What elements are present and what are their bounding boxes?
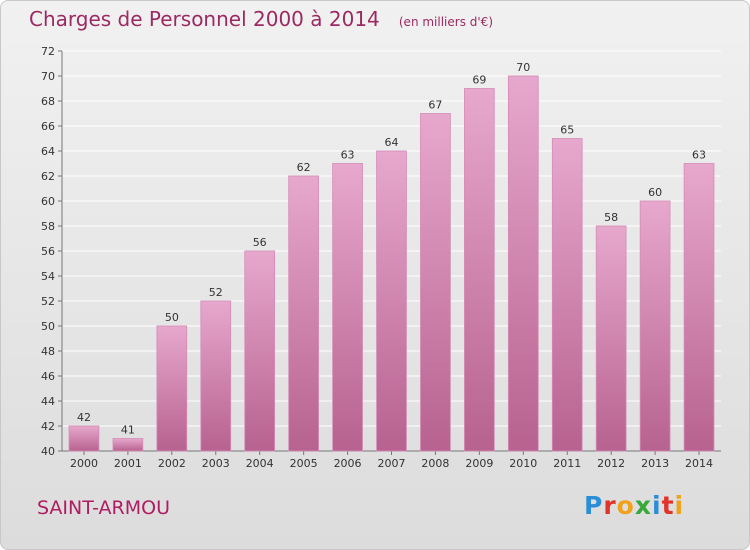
bar-2004 [244, 250, 276, 452]
x-tick-label: 2009 [465, 457, 493, 470]
y-tick-label: 68 [41, 95, 55, 108]
y-tick-label: 70 [41, 70, 55, 83]
data-label: 60 [648, 186, 662, 199]
bar-2010 [507, 75, 539, 452]
y-tick-label: 50 [41, 320, 55, 333]
data-label: 63 [692, 149, 706, 162]
bar-2007 [376, 150, 407, 452]
x-tick-label: 2001 [114, 457, 142, 470]
y-tick-label: 72 [41, 45, 55, 58]
bar-2008 [420, 113, 451, 452]
logo-letter: i [652, 491, 662, 520]
x-tick-label: 2007 [378, 457, 406, 470]
x-tick-label: 2010 [509, 457, 537, 470]
bar-2001 [112, 438, 144, 452]
data-label: 65 [560, 124, 574, 137]
title-row: Charges de Personnel 2000 à 2014 (en mil… [29, 7, 493, 31]
logo-letter: t [661, 491, 675, 520]
y-tick-label: 52 [41, 295, 55, 308]
bar-2006 [332, 163, 363, 452]
bar-layer [68, 75, 715, 452]
logo-letter: x [634, 491, 652, 520]
y-tick-label: 56 [41, 245, 55, 258]
x-tick-label: 2005 [290, 457, 318, 470]
proxiti-logo: Proxiti [584, 491, 684, 520]
x-tick-label: 2012 [597, 457, 625, 470]
bar-2011 [551, 138, 583, 452]
chart-title: Charges de Personnel 2000 à 2014 [29, 7, 380, 31]
x-tick-label: 2000 [70, 457, 98, 470]
x-tick-label: 2006 [334, 457, 362, 470]
logo-letter: o [616, 491, 635, 520]
data-label: 52 [209, 286, 223, 299]
y-tick-label: 48 [41, 345, 55, 358]
y-tick-label: 46 [41, 370, 55, 383]
bar-2005 [288, 175, 319, 452]
bar-2014 [683, 163, 715, 452]
x-tick-label: 2014 [685, 457, 713, 470]
data-label: 58 [604, 211, 618, 224]
y-tick-label: 58 [41, 220, 55, 233]
bar-2003 [200, 300, 232, 452]
bar-2000 [68, 425, 100, 452]
data-label: 70 [516, 61, 530, 74]
data-label: 42 [77, 411, 91, 424]
y-tick-label: 44 [41, 395, 55, 408]
y-tick-label: 54 [41, 270, 55, 283]
bar-2002 [156, 325, 188, 452]
x-tick-label: 2013 [641, 457, 669, 470]
logo-letter: i [674, 491, 685, 520]
x-tick-label: 2003 [202, 457, 230, 470]
y-tick-label: 66 [41, 120, 55, 133]
place-name: SAINT-ARMOU [37, 497, 170, 519]
data-label: 67 [428, 99, 442, 112]
bar-2009 [464, 88, 495, 452]
y-tick-label: 60 [41, 195, 55, 208]
y-tick-label: 40 [41, 445, 55, 458]
data-label: 62 [297, 161, 311, 174]
chart-subtitle: (en milliers d'€) [398, 15, 493, 29]
data-label: 41 [121, 424, 135, 437]
x-tick-label: 2011 [553, 457, 581, 470]
data-label: 56 [253, 236, 267, 249]
logo-letter: r [603, 491, 617, 520]
bar-2013 [639, 200, 671, 452]
y-tick-label: 64 [41, 145, 55, 158]
x-tick-label: 2008 [421, 457, 449, 470]
y-tick-label: 42 [41, 420, 55, 433]
bar-2012 [595, 225, 627, 452]
data-label: 50 [165, 311, 179, 324]
data-label: 64 [385, 136, 399, 149]
data-label: 63 [341, 149, 355, 162]
logo-letter: P [584, 491, 604, 520]
label-layer: 42 41 50 52 56 62 63 64 67 69 70 65 58 60 63 [77, 61, 706, 437]
x-tick-label: 2002 [158, 457, 186, 470]
x-tick-label: 2004 [246, 457, 274, 470]
y-tick-label: 62 [41, 170, 55, 183]
data-label: 69 [472, 74, 486, 87]
